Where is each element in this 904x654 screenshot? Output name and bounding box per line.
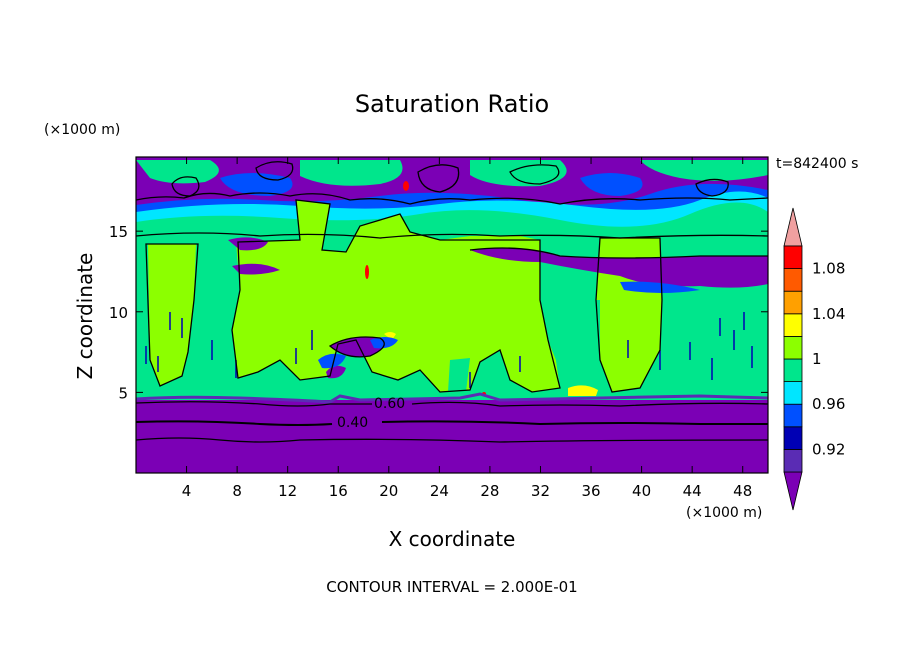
contour-mid-2 [231, 199, 561, 393]
colorbar-segment [783, 448, 803, 473]
y-tick-label: 5 [118, 384, 128, 402]
chart-title: Saturation Ratio [355, 90, 549, 118]
contour-lower-060 [136, 401, 768, 407]
x-tick-label: 32 [531, 482, 550, 500]
y-axis-label: Z coordinate [73, 253, 97, 380]
field-mid-purple-pockets [228, 237, 768, 379]
x-axis-label: X coordinate [389, 527, 516, 551]
x-tick-label: 44 [683, 482, 702, 500]
contour-cloud-top-4 [509, 164, 560, 185]
field-red-specks [365, 181, 486, 396]
colorbar-segment [783, 381, 803, 405]
field-lower-purple [136, 400, 768, 473]
contour-mid-3 [595, 237, 663, 393]
x-tick-label: 28 [480, 482, 499, 500]
x-tick-label: 8 [232, 482, 242, 500]
field-mid-green-streaks [194, 250, 600, 392]
colorbar-label: 1.04 [812, 305, 845, 323]
colorbar-label: 0.92 [812, 440, 845, 458]
contour-cloud-top-3 [417, 164, 460, 193]
colorbar-label: 0.96 [812, 395, 845, 413]
contour-mid-5 [328, 336, 385, 358]
colorbar-segment [783, 313, 803, 337]
colorbar-segment [783, 245, 803, 270]
colorbar-segment [783, 426, 803, 450]
colorbar-segment [783, 358, 803, 383]
field-cirrus-green-band [136, 202, 768, 244]
x-tick-label: 16 [329, 482, 348, 500]
colorbar-segment [783, 335, 803, 360]
contour-lines [136, 161, 768, 443]
contour-label-060: 0.60 [374, 396, 405, 412]
x-unit-label: (×1000 m) [686, 505, 762, 521]
contour-cloud-top-5 [695, 178, 729, 197]
contour-lower-3 [136, 437, 768, 443]
colorbar-segment [783, 268, 803, 292]
contour-mid-1 [145, 243, 199, 387]
field-lower-boundary [136, 392, 768, 404]
x-tick-label: 24 [430, 482, 449, 500]
y-axis-ticks: 5 10 15 [109, 223, 768, 402]
x-tick-label: 48 [733, 482, 752, 500]
x-tick-label: 4 [182, 482, 192, 500]
y-tick-label: 15 [109, 223, 128, 241]
x-tick-label: 20 [379, 482, 398, 500]
colorbar-segment [783, 403, 803, 428]
contour-upper-1 [136, 192, 768, 205]
field-top-green-patches [136, 160, 768, 187]
colorbar-lower-triangle [783, 471, 803, 511]
field-mid-lime [148, 200, 662, 392]
contour-cloud-top-2 [255, 161, 294, 181]
x-tick-label: 36 [581, 482, 600, 500]
plot-area: 0.60 0.40 [136, 157, 768, 473]
x-axis-ticks: 4 8 12 16 20 24 28 32 36 40 44 48 [182, 157, 752, 500]
contour-interval-footer: CONTOUR INTERVAL = 2.000E-01 [326, 578, 577, 596]
z-unit-label: (×1000 m) [44, 122, 120, 138]
contour-lower-040 [136, 420, 768, 426]
x-tick-label: 40 [632, 482, 651, 500]
field-mid-yellow [384, 332, 598, 396]
colorbar: 1.08 1.04 1 0.96 0.92 [783, 207, 845, 511]
y-tick-label: 10 [109, 304, 128, 322]
colorbar-label: 1 [812, 350, 822, 368]
contour-upper-2 [136, 232, 768, 239]
colorbar-upper-triangle [783, 207, 803, 247]
contour-cloud-top-1 [171, 176, 200, 197]
contour-mid-4 [469, 247, 768, 259]
contour-label-040: 0.40 [337, 415, 368, 431]
colorbar-segment [783, 290, 803, 315]
field-top-blue-patches [220, 173, 643, 196]
colorbar-label: 1.08 [812, 260, 845, 278]
field-fine-streaks [145, 312, 753, 388]
plot-frame [135, 156, 769, 474]
time-label: t=842400 s [776, 156, 858, 172]
x-tick-label: 12 [278, 482, 297, 500]
